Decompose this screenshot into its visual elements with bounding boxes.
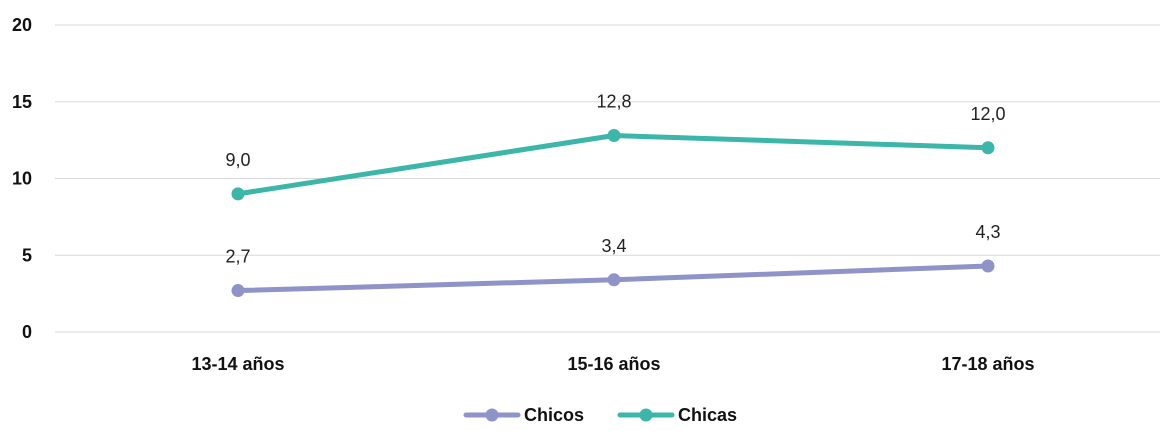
x-tick-label: 17-18 años (941, 354, 1034, 374)
data-point-chicos (607, 273, 621, 287)
data-label-chicos: 3,4 (601, 236, 626, 256)
series-line-chicas (235, 133, 991, 197)
y-tick-label: 10 (12, 169, 32, 189)
x-tick-label: 13-14 años (191, 354, 284, 374)
data-point-chicas (981, 141, 995, 155)
y-tick-label: 0 (22, 322, 32, 342)
y-axis-ticks: 0 5 10 15 20 (12, 15, 32, 342)
y-tick-label: 5 (22, 245, 32, 265)
data-label-chicas: 12,0 (970, 104, 1005, 124)
legend: Chicos Chicas (463, 405, 737, 425)
data-point-chicas (607, 129, 621, 143)
data-label-chicas: 9,0 (225, 150, 250, 170)
legend-label-chicas: Chicas (678, 405, 737, 425)
y-tick-label: 15 (12, 92, 32, 112)
legend-label-chicos: Chicos (524, 405, 584, 425)
x-tick-label: 15-16 años (567, 354, 660, 374)
series-lines (231, 129, 995, 298)
data-labels: 2,7 3,4 4,3 9,0 12,8 12,0 (225, 92, 1005, 267)
y-tick-label: 20 (12, 15, 32, 35)
data-point-chicos (981, 259, 995, 273)
gridlines (55, 24, 1160, 333)
data-point-chicos (231, 284, 245, 298)
data-label-chicos: 2,7 (225, 247, 250, 267)
x-axis-ticks: 13-14 años 15-16 años 17-18 años (191, 354, 1034, 374)
legend-marker-chicas (639, 408, 653, 422)
data-point-chicas (231, 187, 245, 201)
data-label-chicos: 4,3 (975, 222, 1000, 242)
legend-marker-chicos (485, 408, 499, 422)
data-label-chicas: 12,8 (596, 92, 631, 112)
